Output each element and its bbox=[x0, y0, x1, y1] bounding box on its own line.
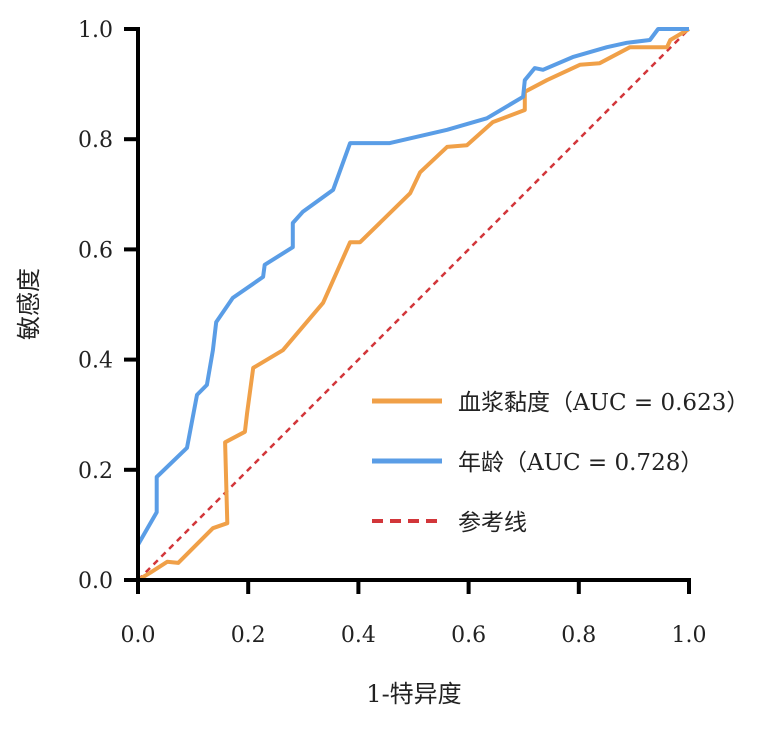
series-layer bbox=[136, 27, 691, 582]
legend-label-1: 年龄（AUC = 0.728） bbox=[458, 450, 703, 476]
y-tick-label: 0.4 bbox=[78, 349, 113, 374]
x-tick-label: 1.0 bbox=[672, 623, 707, 648]
ticks: 0.0 0.2 0.4 0.6 0.8 1.0 0.0 0.2 0.4 0.6 0.8 1.0 bbox=[78, 18, 707, 648]
x-tick-label: 0.6 bbox=[451, 623, 486, 648]
x-tick-label: 0.4 bbox=[341, 623, 376, 648]
legend-label-0: 血浆黏度（AUC = 0.623） bbox=[458, 390, 749, 416]
y-axis-label: 敏感度 bbox=[15, 268, 43, 340]
y-tick-label: 0.0 bbox=[78, 569, 113, 594]
legend-label-2: 参考线 bbox=[458, 510, 527, 536]
x-tick-label: 0.0 bbox=[121, 623, 156, 648]
x-tick-label: 0.8 bbox=[561, 623, 596, 648]
x-tick-label: 0.2 bbox=[231, 623, 266, 648]
y-tick-label: 0.6 bbox=[78, 238, 113, 263]
y-tick-label: 0.8 bbox=[78, 128, 113, 153]
series-line-1 bbox=[136, 27, 689, 580]
legend: 血浆黏度（AUC = 0.623） 年龄（AUC = 0.728） 参考线 bbox=[372, 390, 749, 536]
x-axis-label: 1-特异度 bbox=[366, 680, 461, 708]
axes bbox=[136, 27, 691, 582]
y-tick-label: 0.2 bbox=[78, 459, 113, 484]
y-tick-label: 1.0 bbox=[78, 18, 113, 43]
series-line-0 bbox=[136, 27, 691, 582]
series-line-2 bbox=[137, 28, 690, 581]
